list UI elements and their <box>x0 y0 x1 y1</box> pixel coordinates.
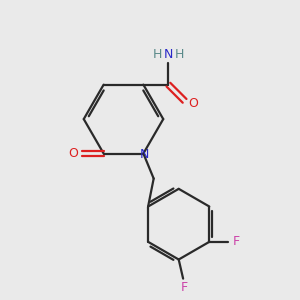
Text: F: F <box>181 281 188 294</box>
Text: N: N <box>139 148 149 160</box>
Text: N: N <box>164 48 173 61</box>
Text: O: O <box>188 97 198 110</box>
Text: H: H <box>153 48 163 61</box>
Text: H: H <box>175 48 184 61</box>
Text: F: F <box>233 235 240 248</box>
Text: O: O <box>68 147 78 160</box>
